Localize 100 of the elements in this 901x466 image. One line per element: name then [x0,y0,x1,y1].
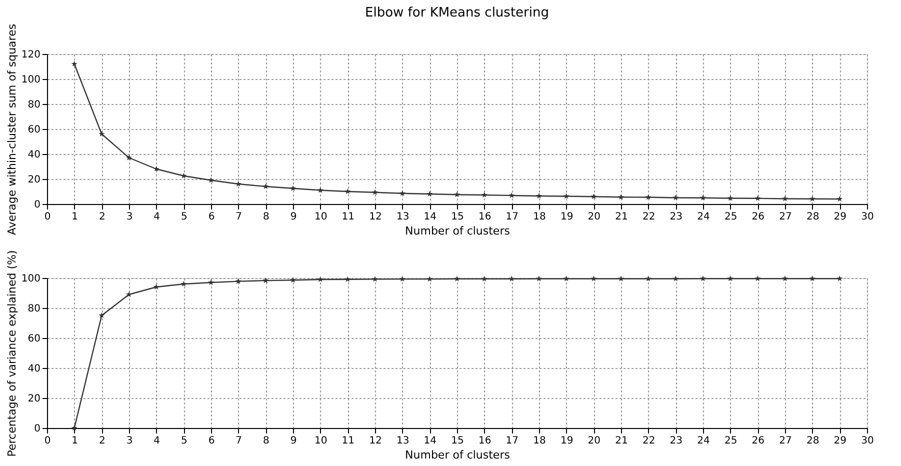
point [290,276,296,283]
point [126,154,132,160]
point [508,192,515,198]
chart-title: Elbow for KMeans clustering [365,5,549,20]
x-tick-label: 10 [314,212,328,222]
x-tick-label: 7 [236,212,242,222]
x-tick-label: 28 [806,212,820,222]
x-tick-label: 0 [44,436,51,446]
point [71,60,78,67]
point [645,276,652,282]
point [290,185,296,191]
x-tick-label: 15 [451,212,464,222]
x-axis-title: Number of clusters [405,224,510,238]
point [426,190,433,197]
point [809,196,816,202]
point [590,276,597,282]
x-tick-label: 25 [724,212,738,222]
point [262,277,269,284]
x-tick-label: 8 [262,212,270,222]
x-tick-label: 9 [290,212,297,222]
x-tick-label: 26 [752,212,765,222]
x-tick-label: 2 [98,436,106,446]
x-tick-label: 24 [697,436,710,446]
point [645,194,652,200]
x-tick-label: 3 [126,212,133,222]
point [618,276,624,282]
x-tick-label: 18 [533,212,546,222]
point [782,275,788,282]
point [618,194,624,200]
x-tick-label: 29 [834,212,847,222]
y-tick-label: 80 [28,100,40,110]
point [508,276,515,282]
x-tick-label: 5 [180,436,188,446]
x-tick-label: 14 [424,436,437,446]
x-tick-label: 15 [451,436,464,446]
point [672,194,679,200]
point [836,275,843,282]
point [454,276,460,282]
point [454,191,460,198]
x-tick-label: 6 [208,212,215,222]
x-tick-label: 12 [369,212,382,222]
y-tick-label: 80 [28,304,40,314]
x-tick-label: 4 [154,212,160,222]
x-tick-label: 27 [779,436,792,446]
x-tick-label: 19 [560,436,574,446]
x-tick-label: 12 [369,436,382,446]
y-tick-label: 40 [28,364,40,374]
x-tick-label: 26 [752,436,765,446]
x-tick-label: 3 [126,436,133,446]
y-axis-title: Average within-cluster sum of squares [5,24,18,236]
point [836,196,843,202]
x-tick-label: 23 [670,436,683,446]
y-tick-label: 20 [28,174,40,186]
point [481,276,488,282]
x-tick-label: 23 [670,212,683,222]
point [208,177,214,183]
point [98,312,105,318]
point [536,276,542,282]
y-tick-label: 100 [21,74,40,86]
x-tick-label: 20 [588,436,601,446]
x-tick-label: 5 [180,212,188,222]
y-tick-label: 60 [28,124,40,136]
y-tick-label: 120 [21,50,40,60]
x-tick-label: 20 [588,212,601,222]
y-tick-label: 0 [34,200,40,210]
y-axis-title: Percentage of variance explained (%) [5,250,18,457]
x-tick-label: 1 [72,212,78,222]
x-tick-label: 17 [506,436,519,446]
x-tick-label: 16 [478,212,492,222]
x-tick-label: 10 [314,436,328,446]
point [208,279,214,286]
x-tick-label: 25 [724,436,738,446]
x-tick-label: 8 [262,436,270,446]
x-tick-label: 22 [642,212,656,222]
point [180,280,187,287]
x-tick-label: 11 [342,436,355,446]
point [754,275,761,282]
x-tick-label: 2 [98,212,106,222]
x-tick-label: 4 [154,436,160,446]
point [317,187,324,193]
x-tick-label: 0 [44,212,51,222]
point [180,172,187,178]
point [727,195,734,201]
point [399,276,406,282]
point [399,190,406,196]
point [153,284,160,290]
point [481,192,488,198]
x-tick-label: 21 [615,436,628,446]
y-tick-label: 100 [21,274,40,284]
x-tick-label: 6 [208,436,215,446]
point [71,424,78,431]
point [782,196,788,202]
point [317,276,324,282]
x-tick-label: 9 [290,436,297,446]
point [727,275,734,282]
x-tick-label: 16 [478,436,492,446]
point [262,183,269,190]
point [98,130,105,137]
x-tick-label: 18 [533,436,546,446]
x-tick-label: 21 [615,212,628,222]
